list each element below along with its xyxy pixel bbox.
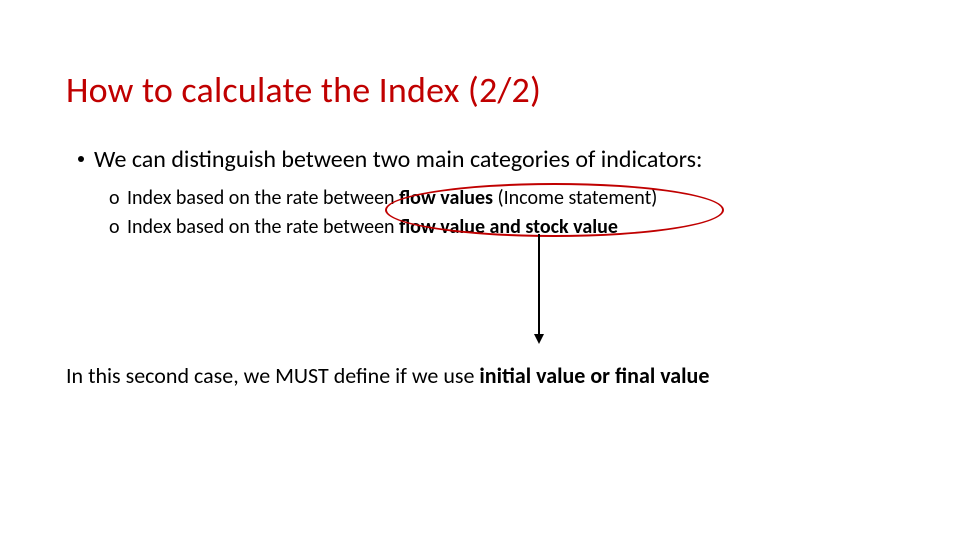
sub-item-pre: Index based on the rate between bbox=[127, 215, 399, 239]
sub-item-post: (Income statement) bbox=[498, 186, 658, 210]
annotation-arrow-head-icon bbox=[534, 334, 544, 344]
sub-item-bold: flow values bbox=[399, 186, 497, 210]
conclusion-text: In this second case, we MUST define if w… bbox=[66, 362, 709, 389]
bullet-icon bbox=[78, 156, 84, 162]
conclusion-bold: initial value or final value bbox=[479, 362, 709, 389]
list-item: oIndex based on the rate between flow va… bbox=[109, 185, 657, 212]
annotation-arrow-line bbox=[538, 234, 540, 336]
lead-bullet: We can distinguish between two main cate… bbox=[78, 145, 702, 174]
conclusion-pre: In this second case, we MUST define if w… bbox=[66, 362, 479, 389]
list-item: oIndex based on the rate between flow va… bbox=[109, 214, 657, 241]
slide: How to calculate the Index (2/2) We can … bbox=[0, 0, 960, 540]
sub-marker: o bbox=[109, 214, 127, 241]
sub-item-bold: flow value and stock value bbox=[399, 215, 618, 239]
sub-marker: o bbox=[109, 185, 127, 212]
lead-text: We can distinguish between two main cate… bbox=[94, 145, 702, 174]
sub-bullet-list: oIndex based on the rate between flow va… bbox=[109, 185, 657, 243]
slide-title: How to calculate the Index (2/2) bbox=[66, 68, 541, 112]
sub-item-pre: Index based on the rate between bbox=[127, 186, 399, 210]
